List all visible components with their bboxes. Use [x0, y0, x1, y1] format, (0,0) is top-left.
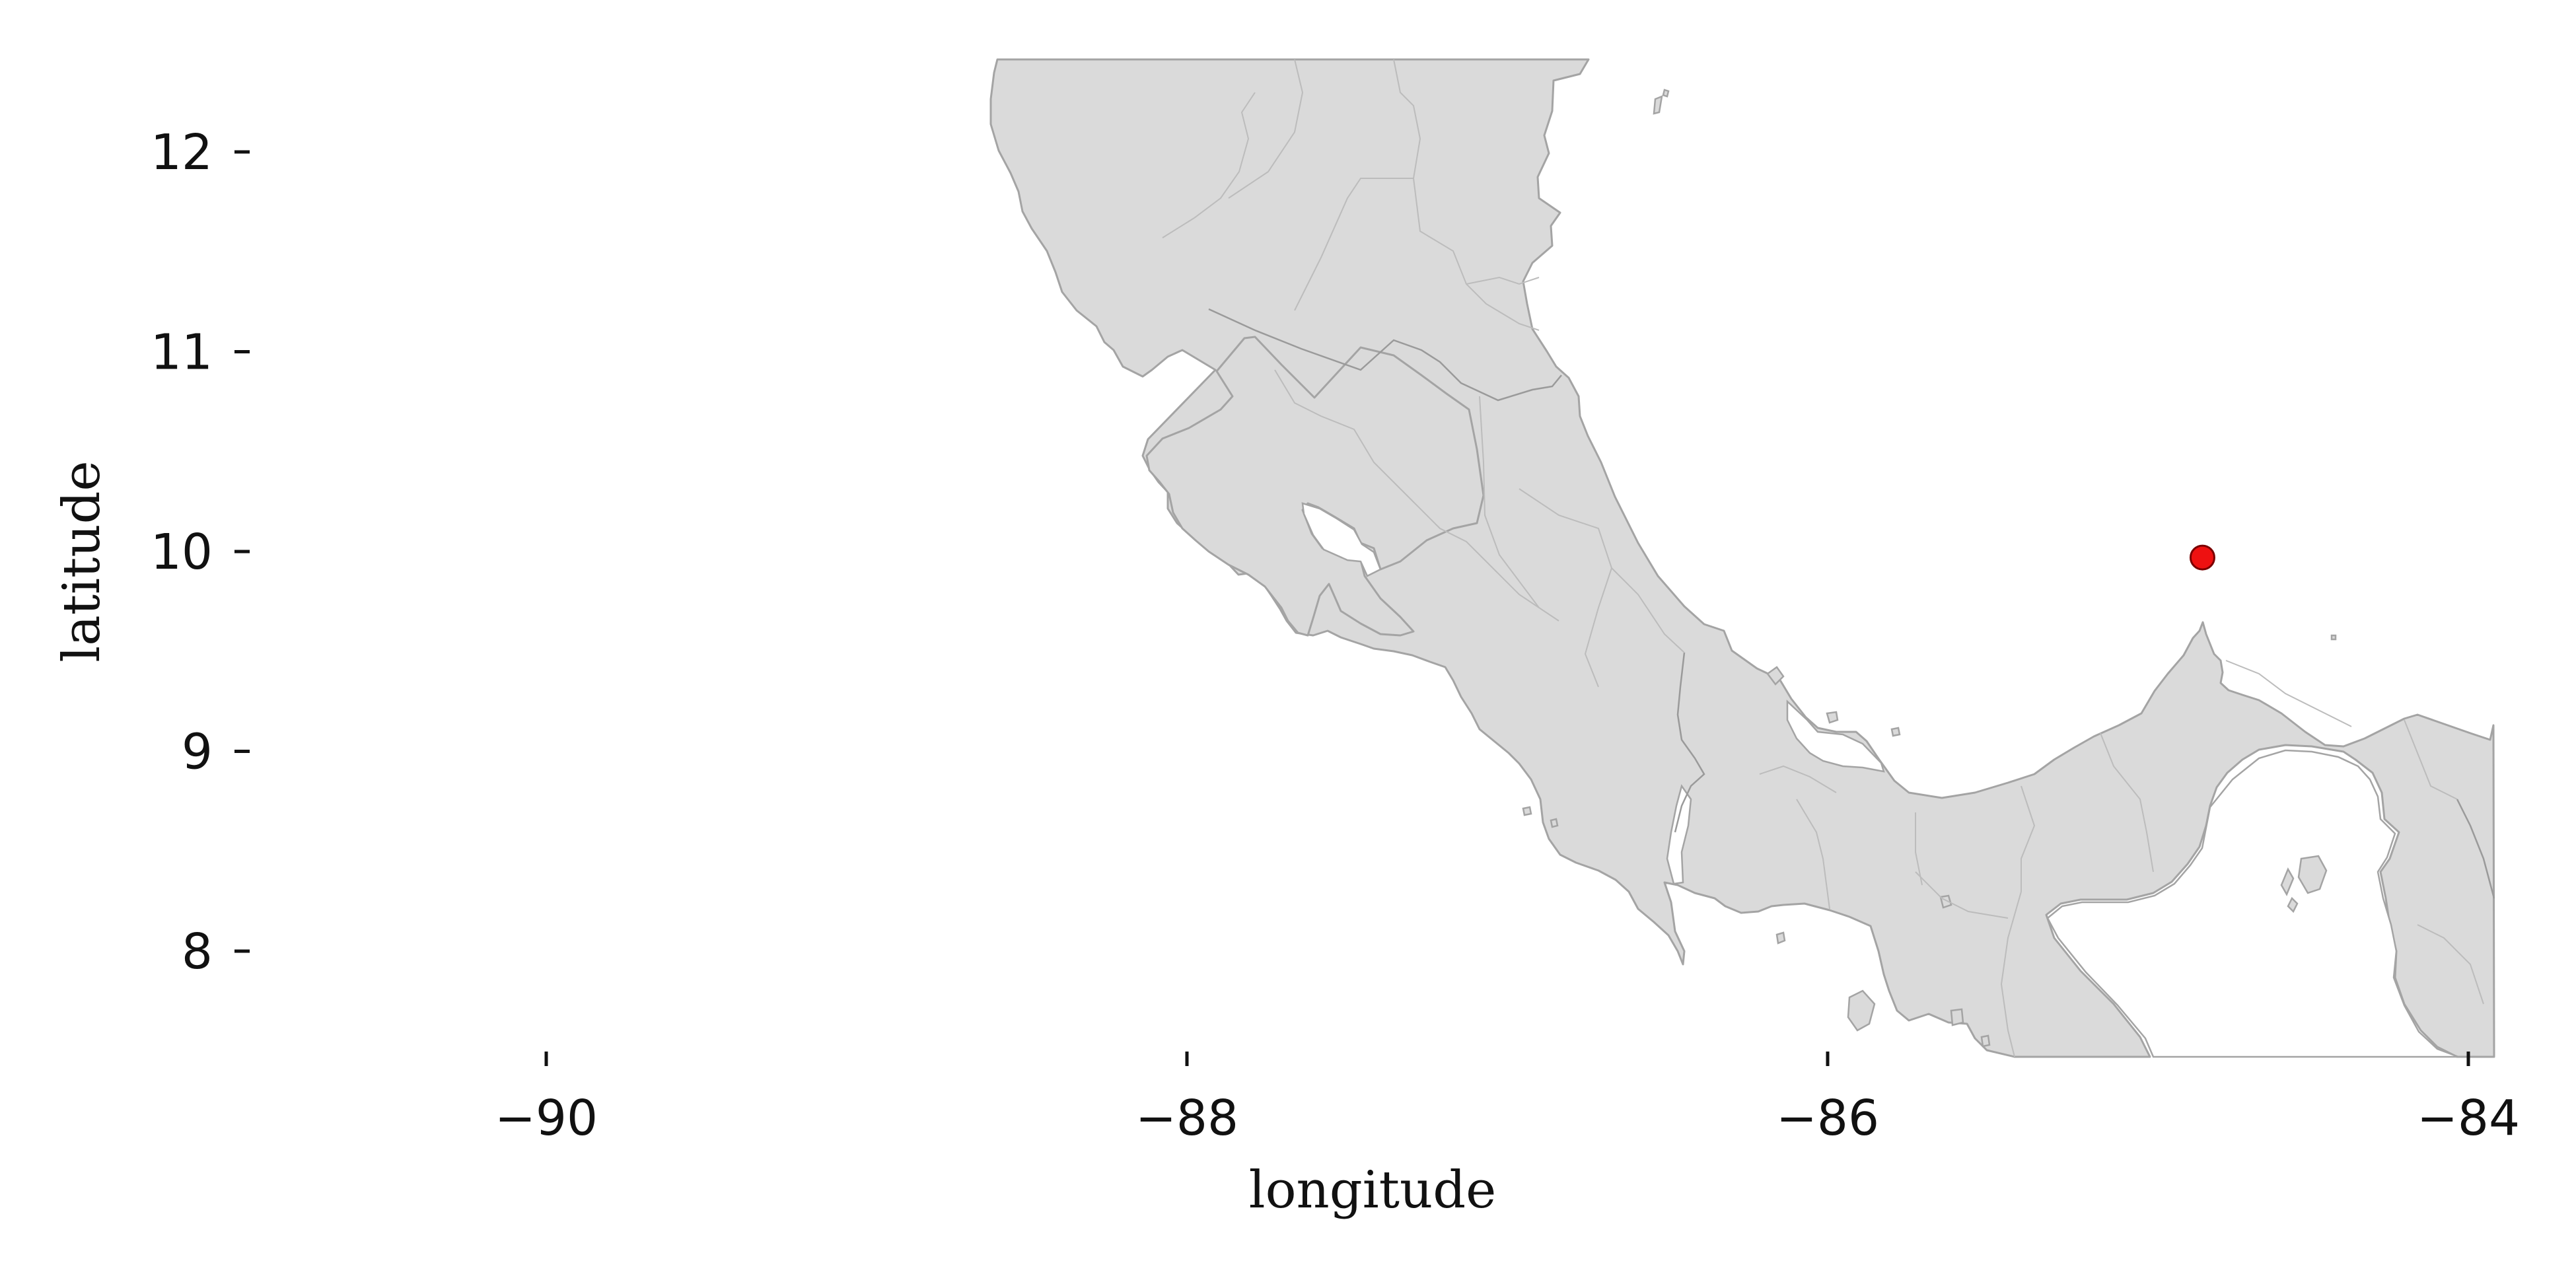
- island-bocas-1: [1766, 666, 1785, 686]
- y-tick-label: 8: [182, 923, 213, 980]
- country-borders: [1208, 308, 2495, 899]
- island-bocas-2: [1826, 711, 1839, 724]
- x-tick-label: −84: [2417, 1090, 2520, 1147]
- province-line: [2417, 924, 2484, 1005]
- border-panama-colombia: [2456, 799, 2495, 899]
- island-caribbean-5: [1550, 818, 1559, 828]
- province-line: [2225, 660, 2352, 727]
- province-line: [1162, 92, 1256, 238]
- x-tick-label: −90: [495, 1090, 598, 1147]
- province-line: [2404, 719, 2458, 800]
- island-coiba: [1847, 989, 1876, 1032]
- island-pearl-3: [2287, 896, 2299, 913]
- map-land: [989, 58, 2495, 1058]
- island-small-2: [1950, 1008, 1964, 1026]
- y-axis-label: latitude: [52, 460, 112, 662]
- province-line: [2000, 891, 2022, 1057]
- land-nicoya: [1145, 336, 1485, 637]
- chiriqui-lagoon: [1786, 699, 1885, 773]
- gulf-of-nicoya: [1301, 502, 1382, 577]
- gulf-of-panama: [2046, 749, 2459, 1058]
- y-tick-label: 12: [151, 124, 213, 181]
- province-line: [1386, 475, 1559, 622]
- island-small-4: [1775, 931, 1786, 945]
- border-costa-rica-panama: [1674, 652, 1705, 833]
- province-line: [1228, 59, 1304, 199]
- y-tick-label: 11: [151, 324, 213, 381]
- x-tick-label: −88: [1135, 1090, 1238, 1147]
- y-tick-label: 9: [182, 724, 213, 781]
- province-line: [2100, 733, 2154, 873]
- island-caribbean-3: [2330, 634, 2337, 641]
- y-axis-ticks: 12 11 10 9 8: [151, 124, 250, 980]
- province-line: [1611, 567, 1685, 653]
- island-caribbean-4: [1522, 806, 1532, 816]
- x-axis-label: longitude: [1249, 1161, 1497, 1220]
- island-pearl-2: [2280, 867, 2295, 896]
- island-caribbean-2: [1662, 89, 1670, 98]
- island-small-3: [1980, 1034, 1991, 1048]
- golfo-dulce: [1666, 784, 1692, 885]
- island-bocas-3: [1890, 727, 1901, 737]
- province-line: [1915, 812, 1923, 886]
- province-line: [1466, 276, 1540, 285]
- province-borders: [1162, 59, 2484, 1057]
- y-tick-label: 10: [151, 524, 213, 581]
- border-nicaragua-costa-rica: [1208, 308, 1562, 402]
- island-pearl-1: [2297, 855, 2328, 894]
- island-caribbean-1: [1653, 95, 1663, 115]
- province-line: [1796, 799, 1830, 910]
- province-line: [1759, 765, 1837, 793]
- province-line: [2021, 785, 2036, 892]
- province-line: [1274, 369, 1388, 476]
- province-line: [1393, 59, 1421, 179]
- x-axis-ticks: −90−88−86−84−82−80−78: [495, 1052, 2520, 1147]
- province-line: [1915, 871, 2009, 919]
- x-tick-label: −86: [1776, 1090, 1879, 1147]
- location-marker[interactable]: [2189, 544, 2215, 571]
- province-line: [1294, 178, 1413, 311]
- province-line: [1479, 396, 1540, 608]
